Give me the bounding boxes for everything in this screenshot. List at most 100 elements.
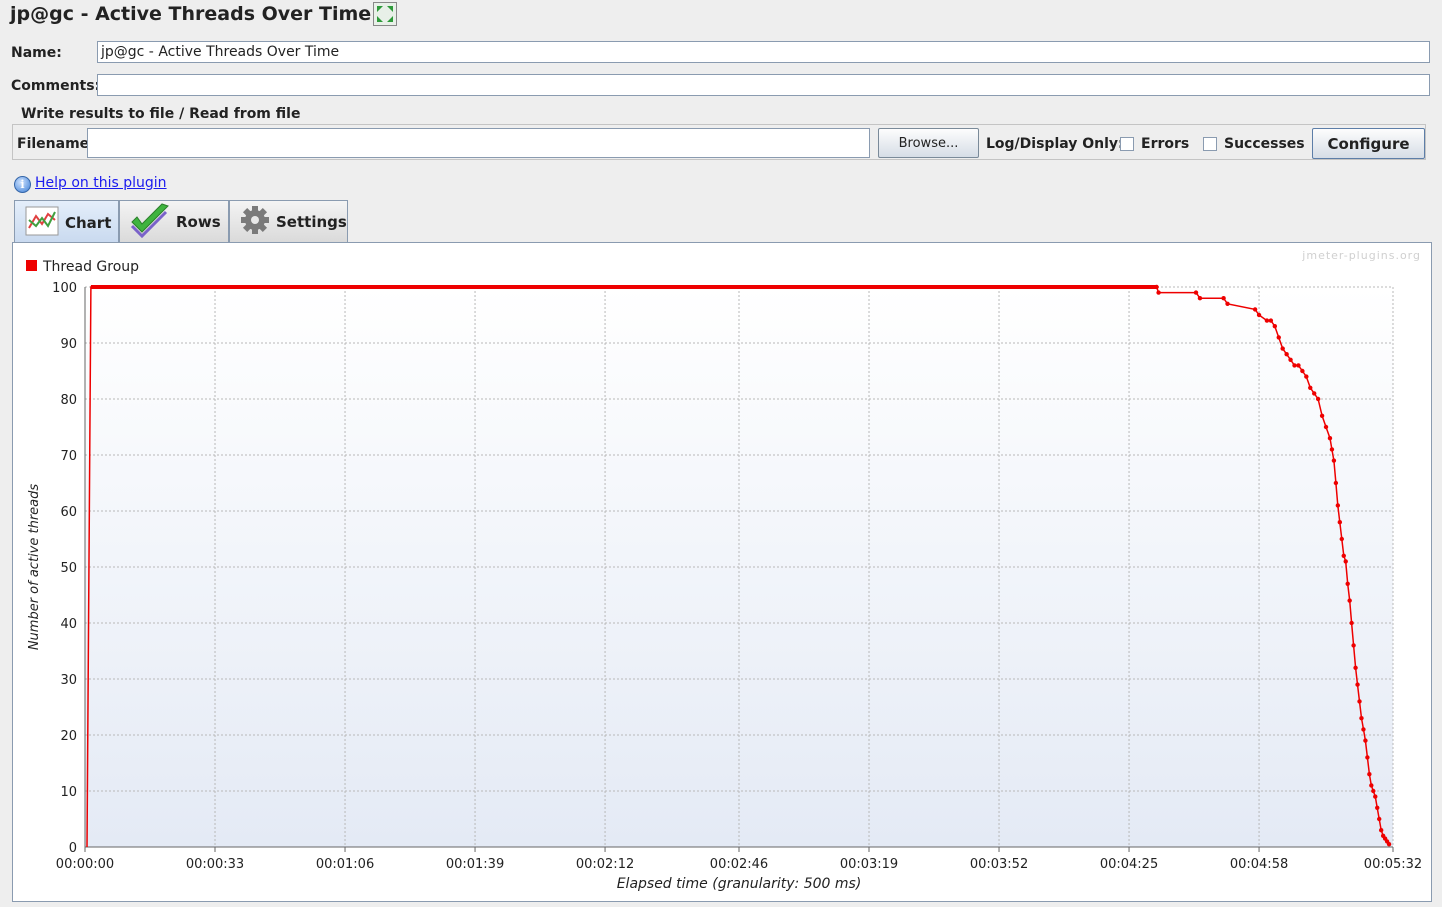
y-tick-label: 10 — [60, 785, 77, 800]
data-point — [1280, 346, 1285, 351]
data-point — [1375, 805, 1380, 810]
checkmark-icon — [130, 202, 170, 242]
tab-chart-label: Chart — [65, 213, 112, 232]
successes-label: Successes — [1224, 136, 1305, 152]
x-axis: 00:00:00 00:00:33 00:01:06 00:01:39 00:02:12… — [56, 846, 1422, 872]
data-point — [1378, 828, 1384, 833]
tab-settings-label: Settings — [276, 212, 347, 231]
expand-icon[interactable] — [373, 2, 397, 26]
page-title: jp@gc - Active Threads Over Time — [10, 3, 372, 25]
help-link[interactable]: Help on this plugin — [35, 175, 167, 191]
tab-rows[interactable]: Rows — [119, 200, 229, 242]
tab-chart[interactable]: Chart — [14, 200, 119, 244]
data-point — [1353, 665, 1358, 670]
log-display-label: Log/Display Only: — [986, 136, 1124, 152]
data-point — [1156, 290, 1161, 295]
x-tick-label: 00:03:52 — [970, 857, 1028, 872]
filename-label: Filename — [17, 136, 90, 152]
configure-button[interactable]: Configure — [1312, 128, 1425, 159]
data-point — [1345, 581, 1350, 586]
legend-swatch — [26, 260, 37, 271]
errors-checkbox[interactable] — [1120, 137, 1134, 151]
data-point — [1339, 536, 1344, 542]
data-point — [1331, 458, 1337, 463]
data-point — [1377, 816, 1382, 822]
x-tick-label: 00:04:58 — [1230, 857, 1288, 872]
filename-field[interactable] — [87, 128, 870, 158]
series-thread-group — [86, 284, 1392, 848]
y-tick-label: 90 — [60, 337, 77, 352]
chart-legend: Thread Group — [26, 259, 139, 275]
data-point — [1256, 312, 1262, 318]
tab-rows-label: Rows — [176, 212, 221, 231]
data-point — [1361, 727, 1366, 732]
successes-checkbox[interactable] — [1203, 137, 1217, 151]
data-point — [1369, 783, 1374, 788]
gear-icon — [240, 205, 270, 239]
data-point — [1343, 559, 1348, 564]
x-axis-label: Elapsed time (granularity: 500 ms) — [617, 876, 862, 892]
data-point — [1319, 413, 1325, 418]
x-tick-label: 00:00:33 — [186, 857, 244, 872]
data-point — [1225, 301, 1230, 306]
x-tick-label: 00:03:19 — [840, 857, 898, 872]
file-group-title: Write results to file / Read from file — [18, 106, 304, 122]
legend-label: Thread Group — [42, 259, 139, 275]
data-point — [1315, 396, 1321, 402]
name-field[interactable]: jp@gc - Active Threads Over Time — [97, 41, 1430, 63]
series-line — [86, 286, 1390, 848]
data-point — [1197, 296, 1203, 301]
x-tick-label: 00:04:25 — [1100, 857, 1158, 872]
active-threads-chart: Thread Group 0 10 20 30 40 50 60 70 80 90 100 00:0… — [26, 259, 1422, 892]
x-tick-label: 00:00:00 — [56, 857, 114, 872]
chart-icon — [25, 206, 59, 240]
data-point — [1300, 368, 1305, 374]
x-tick-label: 00:05:32 — [1364, 857, 1422, 872]
data-point — [1323, 424, 1329, 430]
x-tick-label: 00:02:46 — [710, 857, 768, 872]
data-point — [1292, 363, 1297, 368]
data-point — [1284, 352, 1289, 357]
data-point — [1193, 290, 1199, 295]
chart-panel: jmeter-plugins.org Thread Group 0 10 20 30 4… — [12, 242, 1432, 902]
comments-field[interactable] — [97, 74, 1430, 96]
data-point — [1252, 307, 1258, 312]
tab-settings[interactable]: Settings — [229, 200, 348, 242]
data-point — [1341, 553, 1346, 558]
y-tick-label: 70 — [60, 449, 77, 464]
x-tick-label: 00:01:06 — [316, 857, 374, 872]
data-point — [1373, 794, 1378, 799]
data-point — [1276, 335, 1281, 340]
y-tick-label: 0 — [69, 841, 77, 856]
file-group-box — [12, 124, 1426, 160]
y-axis: 0 10 20 30 40 50 60 70 80 90 100 — [52, 281, 86, 856]
data-point — [1268, 318, 1274, 323]
data-point — [1347, 598, 1352, 603]
data-point — [1349, 620, 1354, 626]
data-point — [1327, 436, 1333, 441]
x-tick-label: 00:02:12 — [576, 857, 634, 872]
data-point — [1337, 520, 1343, 525]
data-point — [1359, 716, 1364, 721]
y-axis-label: Number of active threads — [27, 484, 42, 651]
data-point — [1363, 738, 1368, 743]
y-tick-label: 20 — [60, 729, 77, 744]
data-point — [1272, 324, 1278, 329]
data-point — [1264, 318, 1270, 323]
data-point — [1304, 374, 1309, 379]
browse-button[interactable]: Browse... — [878, 128, 979, 158]
data-point — [1221, 296, 1226, 301]
data-point — [1351, 643, 1356, 648]
y-tick-label: 50 — [60, 561, 77, 576]
y-tick-label: 60 — [60, 505, 77, 520]
data-point — [1371, 788, 1376, 794]
y-tick-label: 30 — [60, 673, 77, 688]
data-point — [1386, 842, 1392, 847]
watermark: jmeter-plugins.org — [1302, 249, 1421, 262]
data-point — [1296, 363, 1301, 368]
info-icon: i — [14, 176, 31, 193]
data-point — [1329, 447, 1335, 452]
data-point — [1308, 385, 1313, 390]
errors-label: Errors — [1141, 136, 1190, 152]
name-label: Name: — [11, 45, 62, 61]
